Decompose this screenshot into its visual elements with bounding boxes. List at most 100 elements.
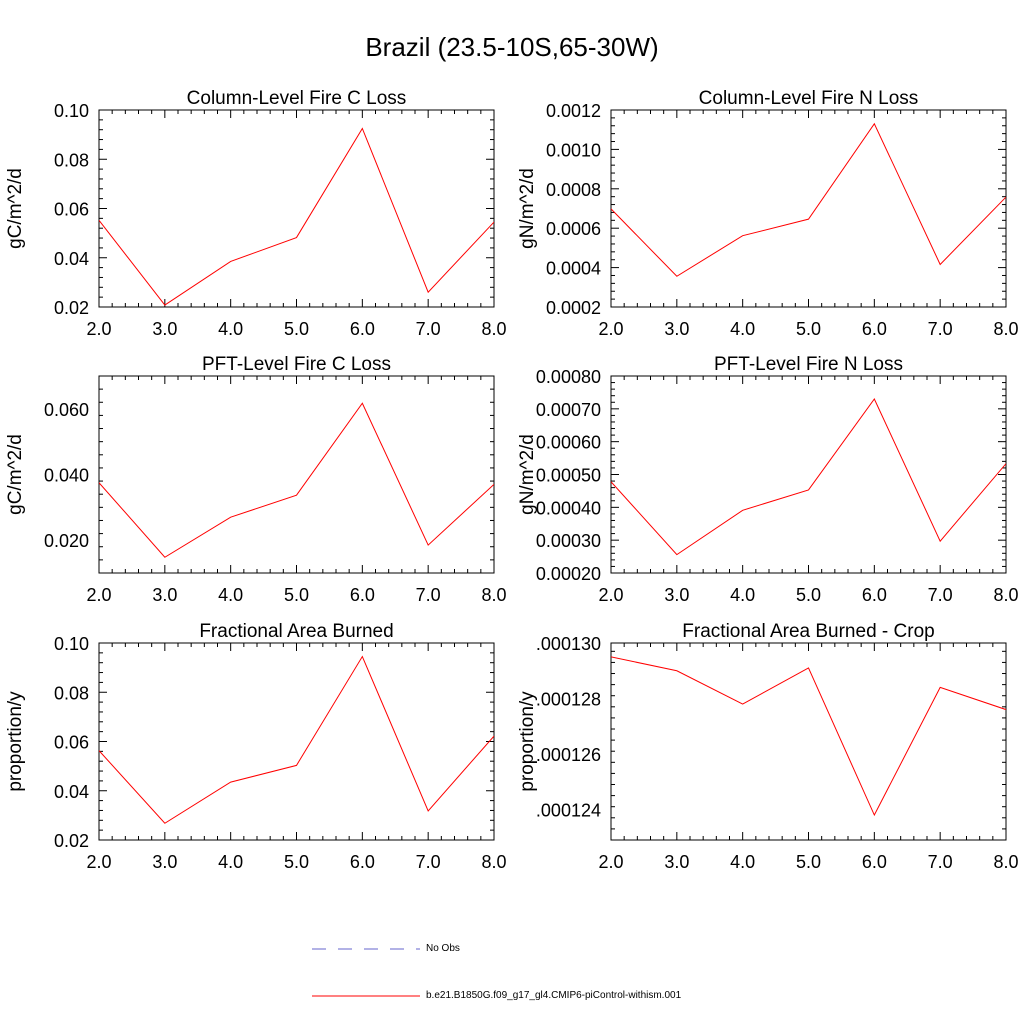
x-tick-label: 8.0 (481, 852, 506, 872)
y-axis-label: gN/m^2/d (517, 168, 538, 249)
y-tick-label: 0.10 (54, 634, 89, 654)
plot-frame (98, 642, 495, 841)
chart-title: Fractional Area Burned - Crop (682, 621, 934, 642)
y-tick-label: .000124 (536, 800, 601, 820)
y-tick-label: 0.04 (54, 782, 89, 802)
y-tick-label: 0.02 (54, 831, 89, 851)
y-tick-label: 0.060 (44, 400, 89, 420)
x-tick-label: 6.0 (350, 319, 375, 339)
y-axis-label: proportion/y (5, 691, 26, 792)
x-tick-label: 2.0 (598, 852, 623, 872)
y-axis-label: gC/m^2/d (5, 434, 26, 515)
x-tick-label: 4.0 (218, 852, 243, 872)
data-series-line (611, 122, 1006, 277)
x-tick-label: 5.0 (796, 585, 821, 605)
x-tick-label: 3.0 (152, 319, 177, 339)
x-tick-label: 5.0 (284, 852, 309, 872)
y-tick-label: 0.00050 (536, 466, 601, 486)
y-tick-label: 0.00040 (536, 498, 601, 518)
data-series-line (99, 655, 494, 824)
x-tick-label: 3.0 (152, 852, 177, 872)
y-tick-label: 0.0002 (546, 298, 601, 318)
x-tick-label: 8.0 (993, 852, 1018, 872)
x-tick-label: 8.0 (993, 319, 1018, 339)
plot-frame (610, 642, 1007, 841)
plot-frame (610, 375, 1007, 574)
chart-title: Column-Level Fire C Loss (187, 88, 407, 109)
x-tick-label: 6.0 (862, 852, 887, 872)
y-tick-label: 0.06 (54, 200, 89, 220)
x-tick-label: 6.0 (862, 585, 887, 605)
x-tick-label: 4.0 (730, 319, 755, 339)
y-tick-label: 0.0004 (546, 259, 601, 279)
y-tick-label: 0.0006 (546, 219, 601, 239)
y-tick-label: 0.040 (44, 466, 89, 486)
x-tick-label: 6.0 (862, 319, 887, 339)
x-tick-label: 5.0 (796, 319, 821, 339)
x-tick-label: 2.0 (86, 585, 111, 605)
x-tick-label: 5.0 (796, 852, 821, 872)
y-tick-label: 0.00020 (536, 564, 601, 584)
x-tick-label: 5.0 (284, 585, 309, 605)
y-tick-label: 0.00060 (536, 433, 601, 453)
chart-title: Fractional Area Burned (199, 621, 393, 642)
y-axis-label: gN/m^2/d (517, 434, 538, 515)
x-tick-label: 4.0 (730, 585, 755, 605)
x-tick-label: 4.0 (218, 319, 243, 339)
x-tick-label: 7.0 (416, 319, 441, 339)
y-tick-label: 0.00070 (536, 400, 601, 420)
x-tick-label: 7.0 (928, 585, 953, 605)
x-tick-label: 8.0 (481, 585, 506, 605)
data-series-line (99, 127, 494, 306)
x-tick-label: 4.0 (218, 585, 243, 605)
x-tick-label: 3.0 (664, 852, 689, 872)
x-tick-label: 3.0 (664, 319, 689, 339)
page-title: Brazil (23.5-10S,65-30W) (365, 32, 659, 62)
y-axis-label: proportion/y (517, 691, 538, 792)
y-tick-label: 0.020 (44, 531, 89, 551)
y-tick-label: 0.04 (54, 249, 89, 269)
plot-frame (98, 375, 495, 574)
y-tick-label: 0.00030 (536, 531, 601, 551)
x-tick-label: 6.0 (350, 852, 375, 872)
y-tick-label: .000130 (536, 634, 601, 654)
chart-panel-1: Column-Level Fire C Loss gC/m^2/d 2.0 3.0 4.… (5, 88, 507, 339)
y-tick-label: 0.0010 (546, 140, 601, 160)
plot-frame (98, 109, 495, 308)
x-tick-label: 6.0 (350, 585, 375, 605)
y-tick-label: 0.10 (54, 101, 89, 121)
y-tick-label: 0.0012 (546, 101, 601, 121)
chart-panel-4: PFT-Level Fire N Loss gN/m^2/d 2.0 3.0 4.0 5.… (517, 354, 1019, 605)
y-axis-label: gC/m^2/d (5, 168, 26, 249)
chart-title: Column-Level Fire N Loss (699, 88, 919, 109)
x-tick-label: 3.0 (664, 585, 689, 605)
x-tick-label: 2.0 (86, 319, 111, 339)
x-tick-label: 2.0 (86, 852, 111, 872)
x-tick-label: 7.0 (416, 585, 441, 605)
x-tick-label: 8.0 (481, 319, 506, 339)
y-tick-label: 0.0008 (546, 180, 601, 200)
x-tick-label: 5.0 (284, 319, 309, 339)
chart-title: PFT-Level Fire C Loss (202, 354, 391, 375)
data-series-line (611, 397, 1006, 556)
chart-panel-2: Column-Level Fire N Loss gN/m^2/d 2.0 3.0 4.… (517, 88, 1019, 339)
chart-title: PFT-Level Fire N Loss (714, 354, 903, 375)
y-tick-label: 0.08 (54, 150, 89, 170)
data-series-line (99, 402, 494, 558)
x-tick-label: 2.0 (598, 319, 623, 339)
y-tick-label: 0.00080 (536, 367, 601, 387)
data-series-line (611, 656, 1006, 817)
chart-panel-5: Fractional Area Burned proportion/y 2.0 3.0… (5, 621, 507, 872)
x-tick-label: 4.0 (730, 852, 755, 872)
chart-panel-3: PFT-Level Fire C Loss gC/m^2/d 2.0 3.0 4.0 5.… (5, 354, 507, 605)
x-tick-label: 3.0 (152, 585, 177, 605)
chart-panel-6: Fractional Area Burned - Crop proportion/… (517, 621, 1019, 872)
x-tick-label: 7.0 (928, 852, 953, 872)
y-tick-label: 0.08 (54, 683, 89, 703)
y-tick-label: 0.06 (54, 733, 89, 753)
plot-frame (610, 109, 1007, 308)
x-tick-label: 8.0 (993, 585, 1018, 605)
x-tick-label: 2.0 (598, 585, 623, 605)
y-tick-label: .000128 (536, 689, 601, 709)
